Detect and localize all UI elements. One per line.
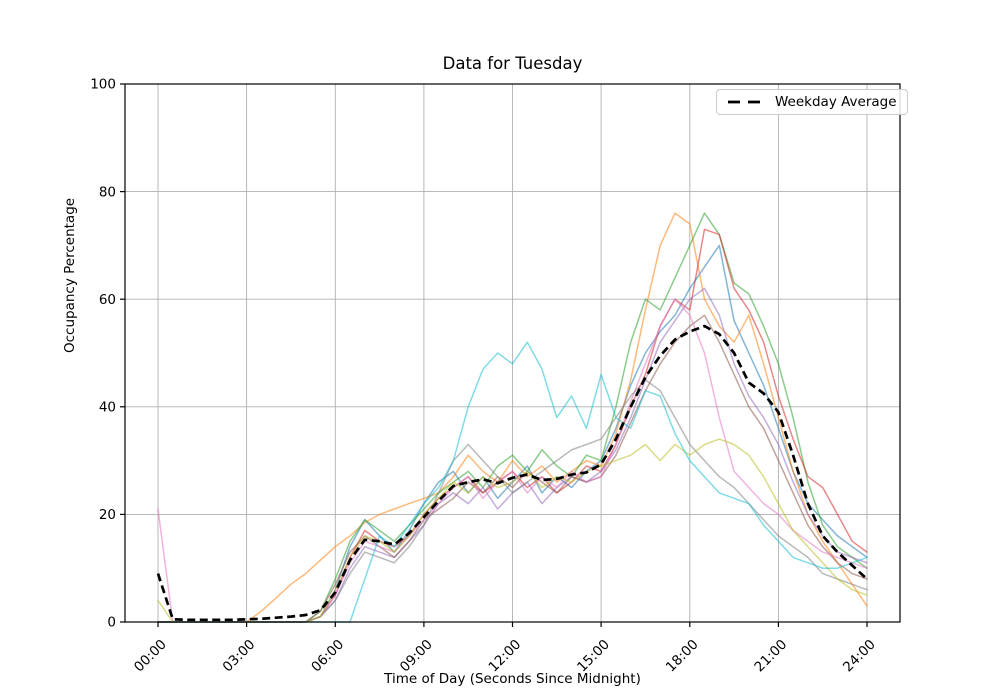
- y-tick-label: 40: [99, 400, 116, 416]
- x-tick-label: 00:00: [131, 637, 170, 676]
- x-tick-label: 15:00: [574, 637, 613, 676]
- x-tick-label: 12:00: [486, 637, 525, 676]
- x-tick-label: 18:00: [663, 637, 702, 676]
- chart-title: Data for Tuesday: [442, 54, 583, 73]
- x-tick-label: 03:00: [220, 637, 259, 676]
- y-tick-label: 0: [107, 615, 116, 631]
- x-axis-label: Time of Day (Seconds Since Midnight): [384, 671, 641, 687]
- x-tick-label: 09:00: [397, 637, 436, 676]
- y-tick-label: 60: [99, 292, 116, 308]
- x-tick-label: 21:00: [751, 637, 790, 676]
- legend-dashed-line-icon: [728, 100, 764, 104]
- x-tick-label: 24:00: [840, 637, 879, 676]
- y-tick-label: 80: [99, 184, 116, 200]
- y-tick-label: 100: [90, 77, 116, 93]
- day-series-line: [157, 212, 868, 623]
- x-tick-label: 06:00: [308, 637, 347, 676]
- legend: Weekday Average: [716, 89, 908, 115]
- legend-label: Weekday Average: [775, 94, 897, 110]
- average-series-line: [156, 324, 868, 622]
- y-tick-label: 20: [99, 507, 116, 523]
